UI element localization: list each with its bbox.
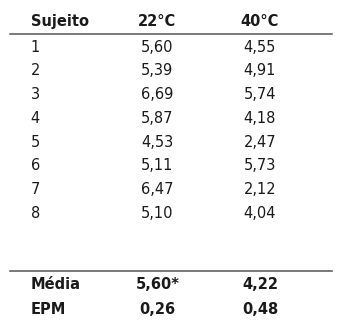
Text: 0,48: 0,48: [242, 302, 278, 317]
Text: 1: 1: [31, 40, 40, 55]
Text: 22°C: 22°C: [138, 14, 176, 29]
Text: 4,53: 4,53: [141, 135, 173, 150]
Text: 0,26: 0,26: [139, 302, 175, 317]
Text: 2: 2: [31, 63, 40, 78]
Text: 2,47: 2,47: [244, 135, 276, 150]
Text: 5,10: 5,10: [141, 206, 174, 221]
Text: 6,69: 6,69: [141, 87, 173, 102]
Text: 5,39: 5,39: [141, 63, 173, 78]
Text: 4,55: 4,55: [244, 40, 276, 55]
Text: 6,47: 6,47: [141, 182, 174, 197]
Text: 5,11: 5,11: [141, 158, 173, 173]
Text: 5,87: 5,87: [141, 111, 174, 126]
Text: 4,04: 4,04: [244, 206, 276, 221]
Text: 6: 6: [31, 158, 40, 173]
Text: 4,22: 4,22: [242, 277, 278, 292]
Text: 5,73: 5,73: [244, 158, 276, 173]
Text: 7: 7: [31, 182, 40, 197]
Text: 5,60: 5,60: [141, 40, 174, 55]
Text: 5,74: 5,74: [244, 87, 276, 102]
Text: 3: 3: [31, 87, 40, 102]
Text: 4,18: 4,18: [244, 111, 276, 126]
Text: 5,60*: 5,60*: [135, 277, 179, 292]
Text: 2,12: 2,12: [244, 182, 276, 197]
Text: 4,91: 4,91: [244, 63, 276, 78]
Text: 4: 4: [31, 111, 40, 126]
Text: 8: 8: [31, 206, 40, 221]
Text: 5: 5: [31, 135, 40, 150]
Text: EPM: EPM: [31, 302, 66, 317]
Text: Sujeito: Sujeito: [31, 14, 89, 29]
Text: 40°C: 40°C: [241, 14, 279, 29]
Text: Média: Média: [31, 277, 81, 292]
